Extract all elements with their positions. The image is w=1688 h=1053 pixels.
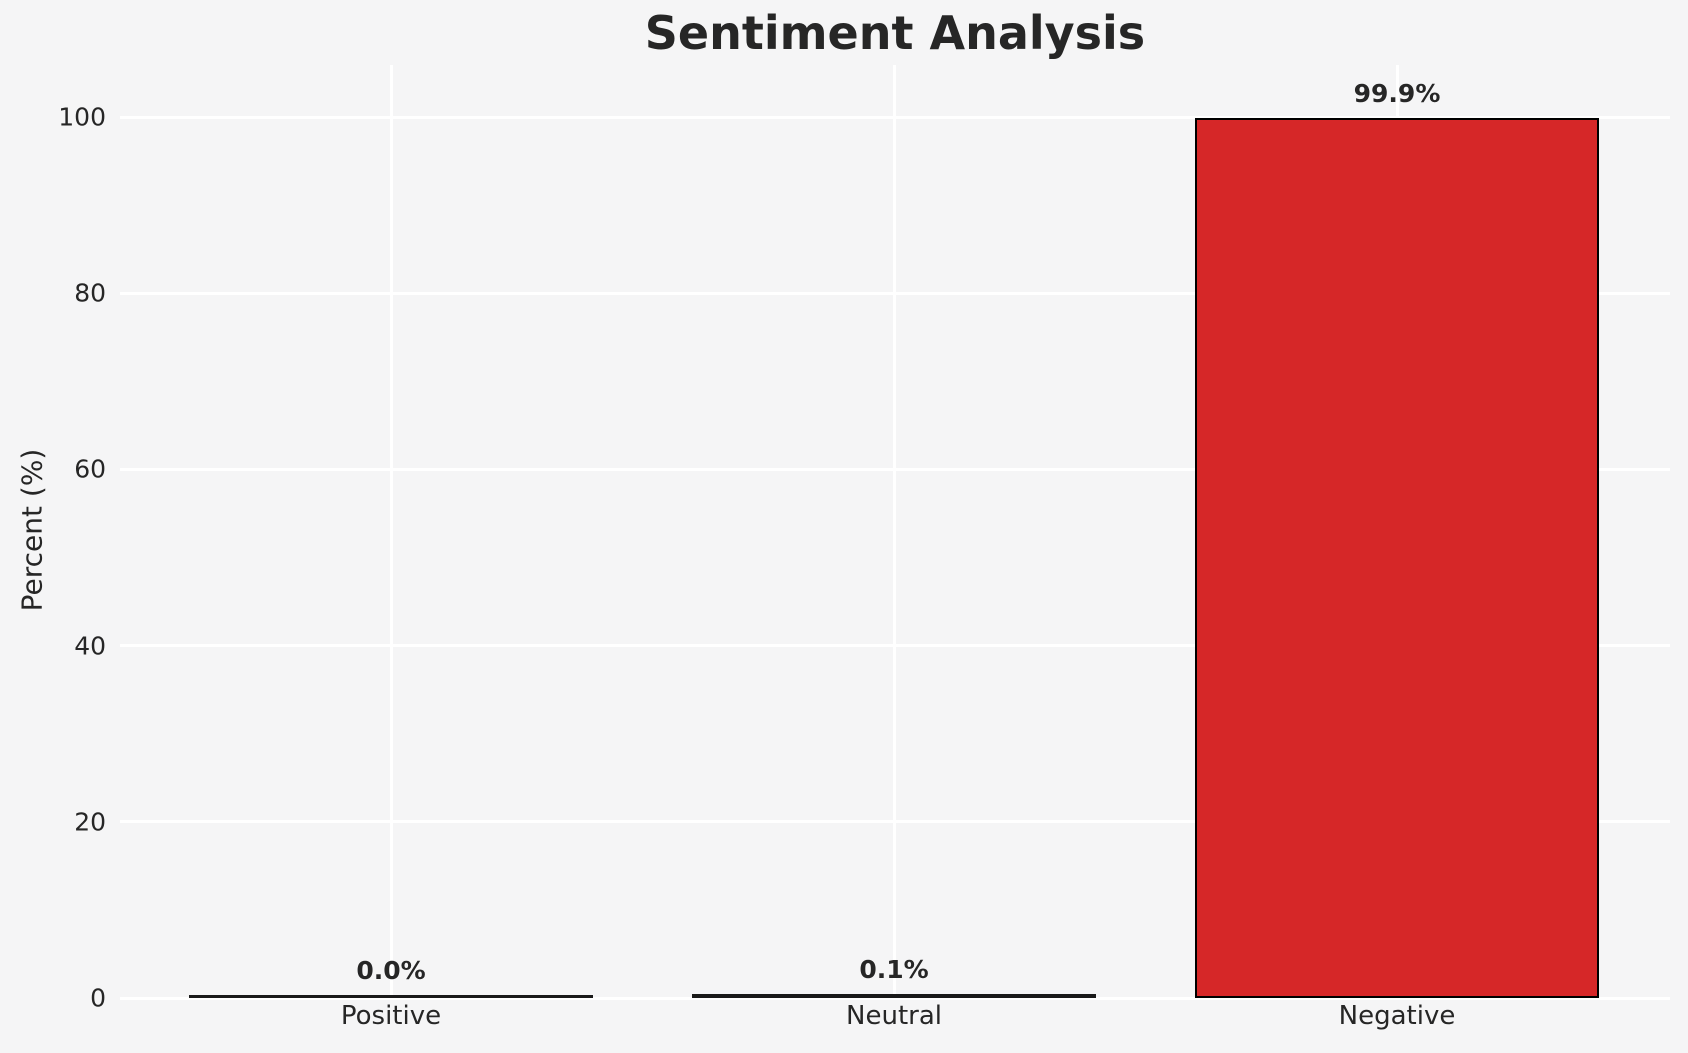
gridline-v [389,65,393,1000]
x-tick-label-neutral: Neutral [846,1001,942,1031]
x-tick-label-negative: Negative [1338,1001,1456,1031]
gridline-h [120,291,1670,295]
gridline-h [120,467,1670,471]
y-tick-label: 20 [74,807,106,837]
y-tick-label: 80 [74,278,106,308]
gridline-h [120,996,1670,1000]
bar-positive [189,995,593,998]
value-label-positive: 0.0% [356,956,426,986]
chart-title: Sentiment Analysis [644,6,1146,60]
y-tick-label: 40 [74,631,106,661]
y-tick-label: 60 [74,454,106,484]
y-tick-label: 100 [58,102,106,132]
gridline-v [892,65,896,1000]
x-tick-label-positive: Positive [340,1001,442,1031]
value-label-negative: 99.9% [1353,79,1441,109]
gridline-h [120,644,1670,648]
gridline-h [120,820,1670,824]
bar-neutral [692,994,1096,998]
bar-negative [1195,118,1599,998]
value-label-neutral: 0.1% [859,955,929,985]
gridline-h [120,115,1670,119]
y-tick-label: 0 [90,983,106,1013]
